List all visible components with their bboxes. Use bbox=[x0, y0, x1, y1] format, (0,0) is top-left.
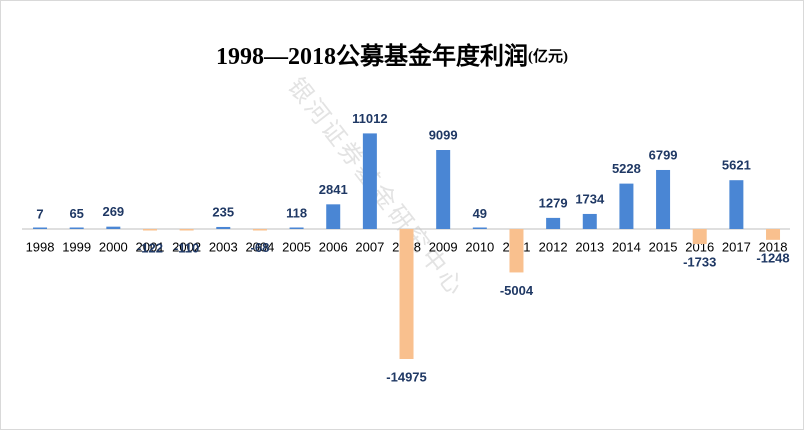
value-label: 5228 bbox=[612, 161, 641, 176]
x-tick-label: 2009 bbox=[429, 239, 458, 254]
value-label: 7 bbox=[36, 206, 43, 221]
x-tick-label: 2005 bbox=[282, 239, 311, 254]
bar bbox=[472, 227, 487, 229]
x-tick-label: 2001 bbox=[136, 239, 165, 254]
bar bbox=[326, 204, 341, 229]
value-label: 1279 bbox=[539, 195, 568, 210]
x-tick-label: 2014 bbox=[612, 239, 641, 254]
value-label: -1733 bbox=[683, 254, 716, 269]
x-tick-label: 2000 bbox=[99, 239, 128, 254]
x-tick-label: 2012 bbox=[539, 239, 568, 254]
value-label: 2841 bbox=[319, 182, 348, 197]
value-label: -110 bbox=[174, 240, 199, 255]
x-tick-label: 2007 bbox=[355, 239, 384, 254]
x-tick-label: 1998 bbox=[26, 239, 55, 254]
bar bbox=[216, 226, 231, 229]
x-tick-label: 2004 bbox=[245, 239, 274, 254]
value-label: 11012 bbox=[352, 111, 387, 126]
value-label: 118 bbox=[286, 205, 307, 220]
bar bbox=[399, 229, 414, 359]
value-label: -68 bbox=[251, 240, 270, 255]
title-main: 1998—2018公募基金年度利润 bbox=[216, 42, 528, 70]
value-label: -122 bbox=[137, 240, 163, 255]
value-label: 49 bbox=[473, 206, 487, 221]
value-label: -1248 bbox=[756, 250, 789, 265]
value-label: 5621 bbox=[722, 158, 751, 173]
value-label: -14975 bbox=[386, 369, 426, 384]
x-tick-label: 2017 bbox=[722, 239, 751, 254]
value-label: 1734 bbox=[575, 191, 605, 206]
x-tick-label: 2002 bbox=[172, 239, 201, 254]
x-tick-label: 2006 bbox=[319, 239, 348, 254]
value-label: 235 bbox=[212, 204, 234, 219]
x-tick-label: 2016 bbox=[685, 239, 714, 254]
bar bbox=[289, 227, 304, 229]
bar bbox=[766, 229, 781, 240]
bar bbox=[546, 217, 561, 229]
bar bbox=[33, 227, 48, 229]
bar bbox=[362, 133, 377, 229]
bar bbox=[582, 213, 597, 229]
x-tick-label: 2010 bbox=[465, 239, 494, 254]
x-tick-label: 2015 bbox=[649, 239, 678, 254]
value-label: 65 bbox=[69, 206, 83, 221]
value-label: -5004 bbox=[500, 283, 534, 298]
x-tick-label: 2003 bbox=[209, 239, 238, 254]
x-tick-label: 2018 bbox=[759, 239, 788, 254]
bar bbox=[179, 229, 194, 231]
bar bbox=[142, 229, 157, 231]
x-tick-label: 2013 bbox=[575, 239, 604, 254]
bar bbox=[69, 227, 84, 229]
chart-title: 1998—2018公募基金年度利润(亿元) bbox=[216, 42, 568, 70]
bar bbox=[252, 229, 267, 231]
bar bbox=[692, 229, 707, 245]
x-tick-label: 1999 bbox=[62, 239, 91, 254]
bar bbox=[509, 229, 524, 273]
title-unit: (亿元) bbox=[528, 47, 568, 65]
value-label: 269 bbox=[102, 204, 124, 219]
bar bbox=[619, 183, 634, 229]
bar bbox=[106, 226, 121, 229]
bar bbox=[436, 150, 451, 229]
value-label: 9099 bbox=[429, 127, 458, 142]
value-label: 6799 bbox=[649, 147, 678, 162]
bar bbox=[729, 180, 744, 229]
bar bbox=[656, 169, 671, 229]
